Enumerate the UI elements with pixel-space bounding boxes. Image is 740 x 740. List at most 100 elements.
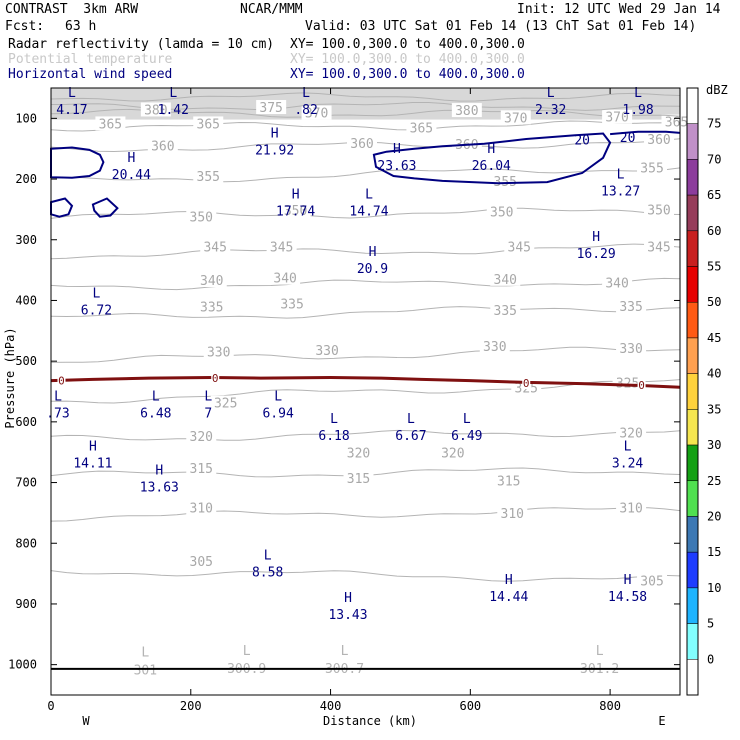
- x-tick-label: 600: [459, 699, 481, 713]
- model-title: CONTRAST 3km ARW: [5, 2, 139, 17]
- theta-label-bg: [312, 342, 343, 357]
- colorbar-swatch: [686, 373, 699, 410]
- y-tick-label: 700: [15, 476, 37, 490]
- colorbar-swatch: [686, 587, 699, 624]
- axes-layer: Pressure (hPa) Distance (km) W E 1002003…: [3, 87, 681, 728]
- colorbar-tick-label: 65: [707, 188, 721, 202]
- wind-extremum-marker: L: [547, 86, 555, 101]
- x-left-end-label: W: [82, 714, 90, 728]
- colorbar-tick-label: 40: [707, 367, 721, 381]
- wind-extremum-marker: H: [505, 573, 513, 588]
- wind-extremum-value: 6.67: [395, 429, 426, 444]
- wind-extremum-marker: L: [93, 286, 101, 301]
- theta-label-bg: [616, 425, 647, 440]
- theta-contour-330: [50, 346, 681, 363]
- theta-contour-label: 350: [284, 204, 307, 219]
- wind-extremum-value: .82: [294, 103, 317, 118]
- wind-extremum-marker: H: [155, 464, 163, 479]
- radar-label-bg: [522, 377, 531, 390]
- theta-contour-345: [50, 243, 681, 260]
- theta-contour-350: [50, 207, 681, 219]
- plot-frame: [50, 87, 681, 696]
- theta-contour-label: 315: [190, 462, 213, 477]
- theta-label-bg: [406, 120, 437, 135]
- theta-contour-380: [50, 92, 681, 102]
- radar-contour-label: 0: [523, 377, 530, 390]
- y-tick-label: 900: [15, 597, 37, 611]
- wind-extremum-value: 14.58: [608, 590, 647, 605]
- theta-extremum-marker: L: [596, 644, 604, 659]
- wind-extremum-marker: L: [204, 389, 212, 404]
- colorbar-swatch: [686, 123, 699, 160]
- theta-label-bg: [493, 473, 524, 488]
- theta-label-bg: [203, 344, 234, 359]
- wind-extremum-value: 16.29: [577, 247, 616, 262]
- theta-label-bg: [147, 138, 178, 153]
- theta-contour-label: 370: [605, 111, 628, 126]
- colorbar-tick-label: 75: [707, 117, 721, 131]
- colorbar-tick-label: 55: [707, 260, 721, 274]
- colorbar-tick-label: 70: [707, 152, 721, 166]
- theta-contour-340: [50, 277, 681, 291]
- theta-extremum-value: 301: [134, 664, 157, 679]
- theta-contour-335: [50, 306, 681, 319]
- theta-contour-label: 360: [647, 133, 670, 148]
- theta-label-bg: [486, 204, 517, 219]
- theta-label-bg: [497, 506, 528, 521]
- colorbar-swatch: [686, 87, 699, 124]
- theta-contour-320: [50, 429, 681, 441]
- wind-extremum-marker: L: [330, 412, 338, 427]
- radar-reflectivity-layer: 0 0 0 0: [50, 372, 681, 392]
- y-tick-label: 800: [15, 536, 37, 550]
- theta-label-bg: [186, 429, 217, 444]
- theta-contour-label: 365: [410, 122, 433, 137]
- wind-extremum-value: 14.44: [489, 590, 528, 605]
- wind-extremum-value: 17.74: [276, 204, 315, 219]
- theta-label-bg: [266, 239, 297, 254]
- theta-contour-label: 320: [441, 446, 464, 461]
- theta-extremum-marker: L: [243, 644, 251, 659]
- theta-contour-label: 370: [504, 111, 527, 126]
- theta-label-bg: [343, 470, 374, 485]
- wind-extremum-marker: L: [152, 389, 160, 404]
- forecast-hour: 63 h: [65, 19, 97, 34]
- colorbar-tick-label: 35: [707, 402, 721, 416]
- theta-contour-label: 330: [315, 344, 338, 359]
- field-3-xy: XY= 100.0,300.0 to 400.0,300.0: [290, 67, 525, 82]
- wind-extremum-value: 14.11: [73, 456, 112, 471]
- wind-extremum-marker: H: [369, 245, 377, 260]
- colorbar-frame: [686, 87, 699, 696]
- colorbar-swatch: [686, 301, 699, 339]
- theta-contour-label: 335: [494, 304, 517, 319]
- colorbar-swatch: [686, 266, 699, 303]
- theta-label-bg: [343, 445, 374, 460]
- theta-label-bg: [186, 554, 217, 569]
- theta-label-bg: [637, 573, 668, 588]
- theta-label-bg: [280, 203, 311, 218]
- colorbar-swatch: [686, 230, 699, 267]
- wind-extremum-value: 6.94: [262, 406, 293, 421]
- wind-extremum-value: 1.42: [158, 103, 189, 118]
- theta-contour-label: 345: [270, 241, 293, 256]
- wind-extremum-marker: H: [292, 187, 300, 202]
- theta-contour-310: [50, 507, 681, 522]
- y-tick-label: 300: [15, 233, 37, 247]
- wind-extremum-value: 13.27: [601, 184, 640, 199]
- wind-extremum-value: 6.18: [318, 429, 349, 444]
- theta-contour-label: 335: [619, 300, 642, 315]
- y-tick-label: 500: [15, 354, 37, 368]
- y-tick-label: 200: [15, 172, 37, 186]
- colorbar-tick-label: 20: [707, 509, 721, 523]
- field-3-name: Horizontal wind speed: [8, 67, 173, 82]
- center-label: NCAR/MMM: [240, 2, 303, 17]
- theta-label-bg: [186, 209, 217, 224]
- y-tick-label: 1000: [8, 658, 37, 672]
- theta-label-bg: [602, 109, 633, 124]
- theta-label-bg: [200, 239, 231, 254]
- wind-extremum-value: 8.58: [252, 566, 283, 581]
- wind-extremum-value: 2.32: [535, 103, 566, 118]
- valid-time: Valid: 03 UTC Sat 01 Feb 14 (13 ChT Sat …: [305, 19, 697, 34]
- wind-extremum-value: 6.48: [140, 406, 171, 421]
- colorbar-swatch: [686, 480, 699, 517]
